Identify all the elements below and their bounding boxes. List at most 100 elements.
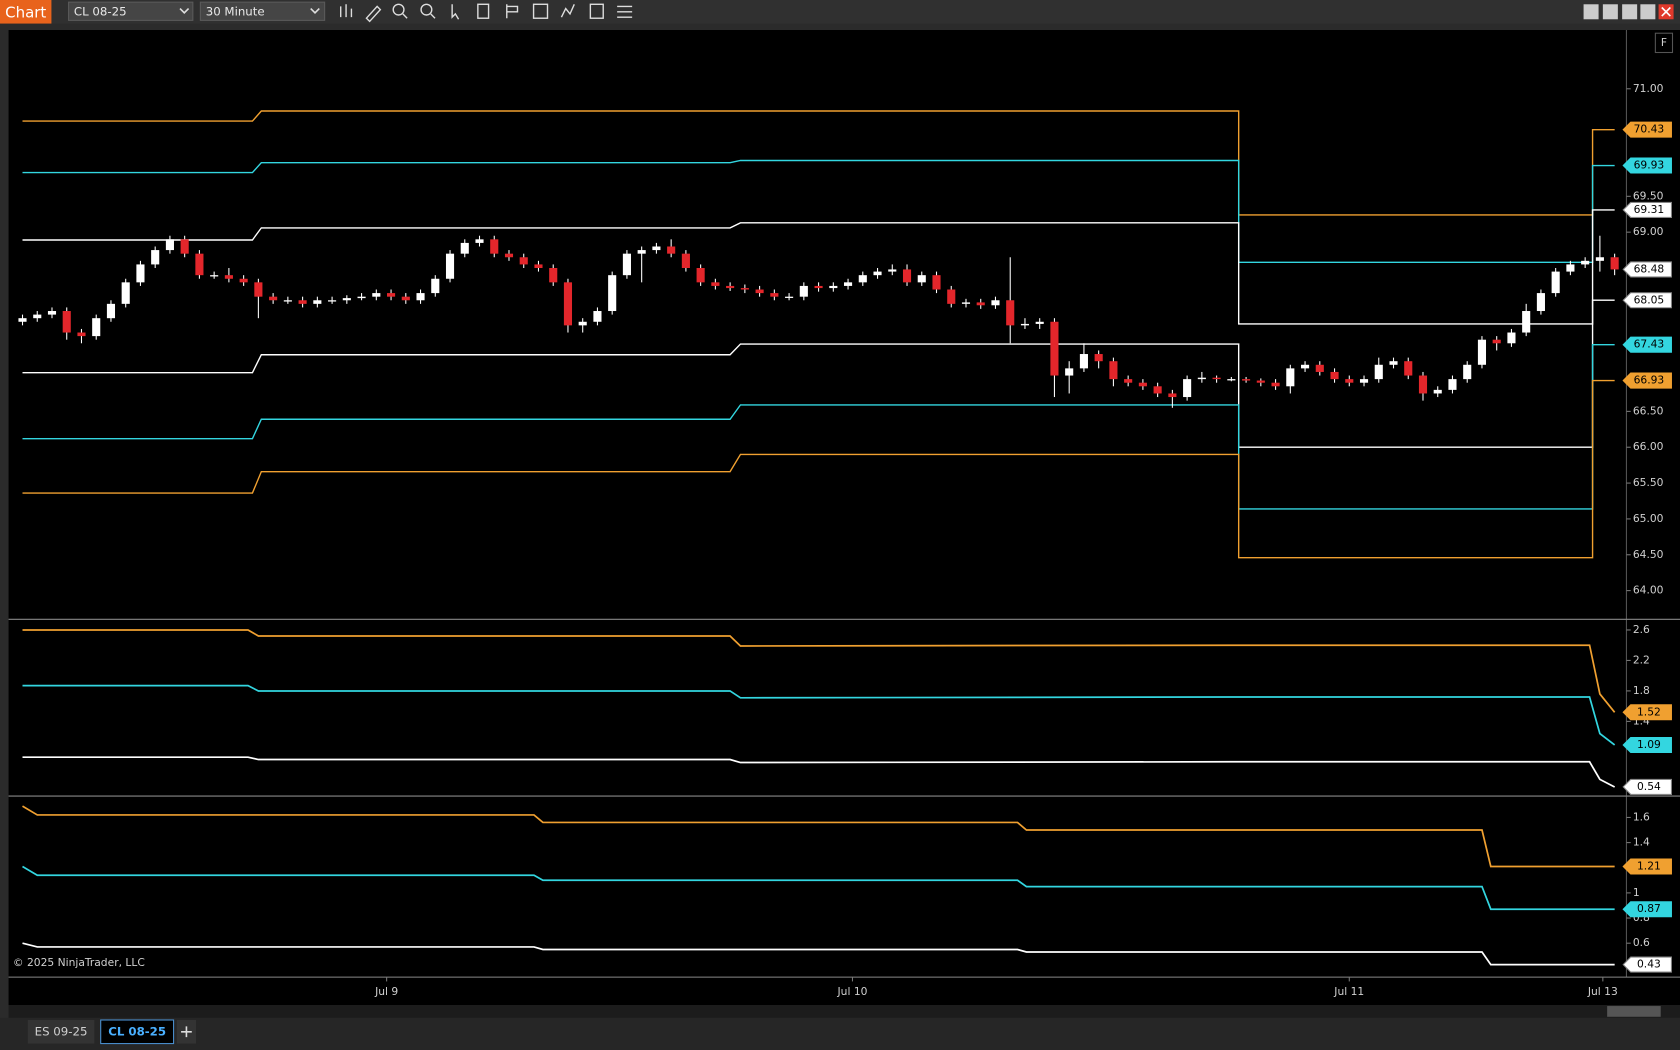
candle-body <box>1256 380 1265 383</box>
candle-body <box>165 239 174 251</box>
price-marker-label: 68.48 <box>1634 262 1665 275</box>
candle-body <box>740 288 749 290</box>
candle-body <box>1271 382 1280 387</box>
tab-label: ES 09-25 <box>35 1024 88 1038</box>
candle-body <box>637 250 646 254</box>
candle-body <box>92 318 101 337</box>
candle-body <box>372 293 381 297</box>
price-marker-label: 0.43 <box>1637 958 1661 971</box>
chart-area <box>8 30 1680 1005</box>
band-line <box>22 756 1616 788</box>
candle-body <box>755 289 764 294</box>
candle-body <box>1433 389 1442 394</box>
minimize-button[interactable] <box>1622 4 1638 20</box>
candle-body <box>1330 371 1339 380</box>
candle-body <box>785 296 794 298</box>
candle-body <box>1566 264 1575 272</box>
dropdown-arrow <box>179 8 190 14</box>
chart-tab[interactable] <box>0 0 52 24</box>
candle-body <box>33 314 42 319</box>
candle-body <box>254 282 263 297</box>
candle-body <box>652 246 661 251</box>
band-line <box>22 942 1615 966</box>
candle-body <box>1065 368 1074 376</box>
y-tick-label: 66.00 <box>1633 440 1664 453</box>
interval-text: 30 Minute <box>206 4 265 18</box>
scrollbar[interactable] <box>8 1005 1680 1018</box>
tab[interactable] <box>27 1020 95 1044</box>
price-marker <box>1622 858 1672 875</box>
price-marker <box>1622 292 1672 309</box>
candle-body <box>1374 364 1383 380</box>
candle-body <box>932 275 941 290</box>
panel-button-label: F <box>1661 36 1667 49</box>
candle-body <box>121 282 130 304</box>
candle-body <box>416 293 425 301</box>
candle-body <box>195 253 204 276</box>
price-marker <box>1622 372 1672 389</box>
x-tick-label: Jul 10 <box>837 985 868 998</box>
interval-select[interactable] <box>199 1 326 21</box>
candle-body <box>844 282 853 286</box>
instrument-text: CL 08-25 <box>74 4 127 18</box>
candle-body <box>726 285 735 289</box>
scrollbar-thumb[interactable] <box>1607 1006 1661 1017</box>
instrument-select[interactable] <box>68 1 194 21</box>
candle-body <box>210 275 219 277</box>
candle-body <box>313 300 322 304</box>
price-marker <box>1622 336 1672 353</box>
tab-active[interactable] <box>100 1019 175 1045</box>
panel-button[interactable] <box>1654 32 1674 54</box>
price-marker-label: 68.05 <box>1634 293 1665 306</box>
candle-body <box>1418 375 1428 394</box>
candle-body <box>1197 377 1206 380</box>
toolbar-icons[interactable] <box>340 3 633 23</box>
candle-body <box>1079 354 1088 369</box>
candle-body <box>1448 379 1457 390</box>
candle-body <box>549 268 558 283</box>
window-button[interactable] <box>1602 4 1618 20</box>
candle-body <box>1242 379 1251 381</box>
candle-body <box>1551 271 1560 294</box>
candle-body <box>387 293 396 297</box>
y-tick-label: 2.6 <box>1633 623 1650 636</box>
restore-button[interactable] <box>1640 4 1656 20</box>
candle-body <box>1463 364 1472 380</box>
candle-body <box>1094 354 1103 362</box>
candle-body <box>1138 382 1147 387</box>
candle-body <box>1153 386 1162 394</box>
candle-body <box>328 300 337 302</box>
candle-body <box>1581 260 1590 265</box>
candle-body <box>1595 257 1604 261</box>
band-line <box>22 209 1615 325</box>
y-tick-label: 2.2 <box>1633 653 1650 666</box>
candle-body <box>239 278 248 283</box>
y-tick-label: 64.00 <box>1633 584 1664 597</box>
candle-body <box>475 239 484 243</box>
candle-body <box>519 257 528 265</box>
candle-body <box>1404 361 1413 376</box>
candle-body <box>888 269 897 272</box>
candle-body <box>608 275 617 312</box>
band-line <box>22 684 1616 746</box>
y-tick-label: 65.00 <box>1633 512 1664 525</box>
price-marker <box>1622 956 1672 973</box>
band-line <box>22 379 1615 559</box>
candle-body <box>460 242 469 254</box>
y-tick-label: 65.50 <box>1633 476 1664 489</box>
y-tick-label: 1.4 <box>1633 836 1650 849</box>
candle-body <box>18 318 27 322</box>
candle-body <box>770 293 779 297</box>
candle-body <box>578 321 587 326</box>
candle-body <box>431 278 440 294</box>
price-marker <box>1622 778 1672 795</box>
candle-body <box>1610 257 1619 270</box>
price-marker-label: 1.21 <box>1637 859 1661 872</box>
price-marker-label: 67.43 <box>1634 338 1665 351</box>
window-button[interactable] <box>1583 4 1599 20</box>
price-marker-label: 70.43 <box>1634 123 1665 136</box>
candle-body <box>902 269 912 283</box>
candle-body <box>1492 339 1501 344</box>
candle-body <box>873 271 882 276</box>
copyright: © 2025 NinjaTrader, LLC <box>13 956 145 969</box>
